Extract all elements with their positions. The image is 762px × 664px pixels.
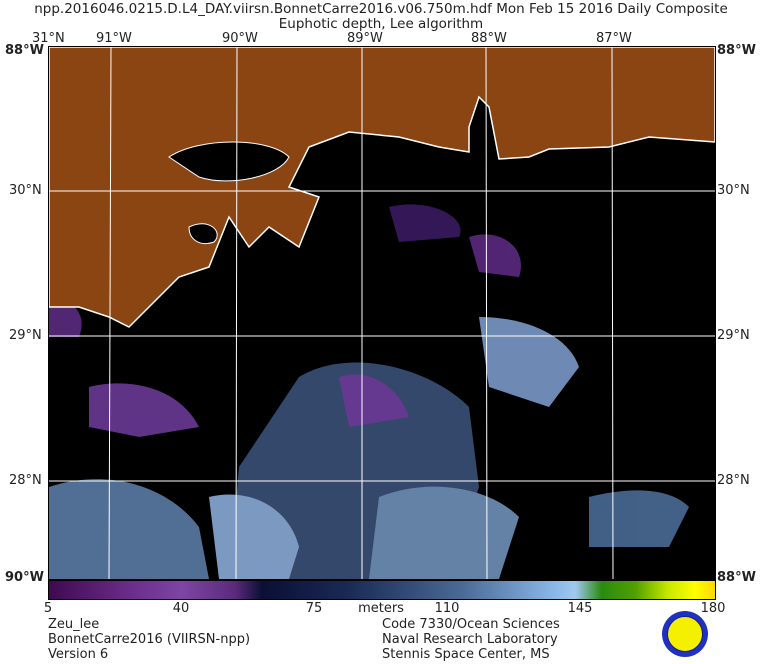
lat-label-right: 28°N	[717, 473, 750, 488]
corner-lon-label-right: 88°W	[717, 43, 756, 58]
nrl-seal-logo	[662, 611, 708, 657]
graticule	[49, 46, 715, 580]
org-name: Naval Research Laboratory	[382, 632, 558, 647]
image-title: npp.2016046.0215.D.L4_DAY.viirsn.BonnetC…	[34, 1, 728, 17]
colorbar-tick: 75	[305, 601, 323, 616]
lon-label: 88°W	[471, 31, 507, 46]
product-name: Zeu_lee	[48, 617, 100, 632]
colorbar-tick: 5	[43, 601, 53, 616]
data-patches	[49, 204, 689, 579]
lon-label: 87°W	[596, 31, 632, 46]
land	[48, 46, 716, 328]
colorbar-tick: 180	[700, 601, 726, 616]
corner-lat-label: 31°N	[32, 31, 65, 46]
colorbar-tick: 40	[172, 601, 190, 616]
colorbar-unit: meters	[358, 601, 404, 616]
euphotic-depth-map	[48, 46, 716, 580]
org-location: Stennis Space Center, MS	[382, 647, 550, 662]
corner-lon-label: 88°W	[5, 43, 44, 58]
corner-lon-label-bottom-right: 88°W	[717, 570, 756, 585]
corner-lon-label-bottom: 90°W	[5, 570, 44, 585]
lat-label-right: 30°N	[717, 183, 750, 198]
lat-label: 28°N	[9, 473, 42, 488]
lon-label: 90°W	[222, 31, 258, 46]
lat-label-right: 29°N	[717, 328, 750, 343]
colorbar-tick: 145	[567, 601, 593, 616]
version-label: Version 6	[48, 647, 109, 662]
colorbar-tick: 110	[434, 601, 460, 616]
lon-label: 91°W	[96, 31, 132, 46]
lat-label: 30°N	[9, 183, 42, 198]
colorbar	[48, 580, 716, 600]
dataset-name: BonnetCarre2016 (VIIRSN-npp)	[48, 632, 251, 647]
org-code: Code 7330/Ocean Sciences	[382, 617, 560, 632]
lat-label: 29°N	[9, 328, 42, 343]
product-subtitle: Euphotic depth, Lee algorithm	[278, 16, 484, 32]
lon-label: 89°W	[347, 31, 383, 46]
map-canvas	[48, 46, 716, 580]
